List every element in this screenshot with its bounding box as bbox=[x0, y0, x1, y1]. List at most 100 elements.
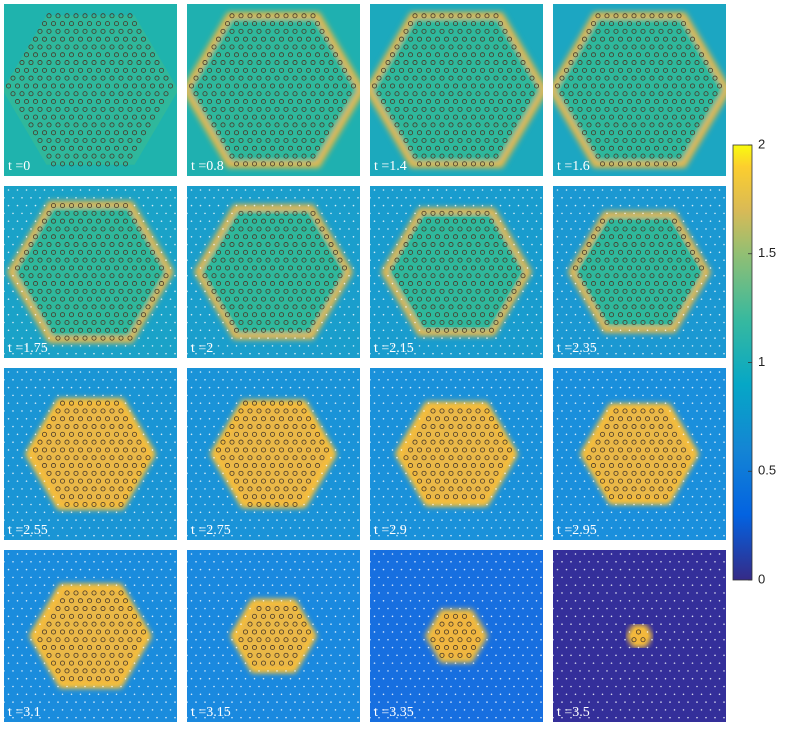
lattice-site-outer bbox=[152, 449, 154, 451]
lattice-site-outer bbox=[308, 189, 310, 191]
lattice-site-outer bbox=[419, 418, 421, 420]
lattice-site-outer bbox=[593, 205, 595, 207]
lattice-site-outer bbox=[129, 197, 131, 199]
lattice-site-outer bbox=[396, 228, 398, 230]
lattice-site-outer bbox=[723, 535, 725, 537]
lattice-site-outer bbox=[378, 337, 380, 339]
lattice-site-outer bbox=[204, 259, 206, 261]
lattice-site-outer bbox=[3, 275, 5, 277]
lattice-site-outer bbox=[348, 473, 350, 475]
lattice-site-outer bbox=[392, 252, 394, 254]
lattice-site-outer bbox=[513, 535, 515, 537]
lattice-site-outer bbox=[518, 480, 520, 482]
lattice-site-outer bbox=[12, 228, 14, 230]
lattice-site-outer bbox=[633, 379, 635, 381]
lattice-site-outer bbox=[134, 402, 136, 404]
lattice-site-outer bbox=[468, 197, 470, 199]
lattice-site-outer bbox=[369, 535, 371, 537]
lattice-site-outer bbox=[383, 314, 385, 316]
lattice-site-outer bbox=[48, 395, 50, 397]
lattice-site-outer bbox=[536, 496, 538, 498]
lattice-site-outer bbox=[240, 337, 242, 339]
lattice-site-outer bbox=[536, 267, 538, 269]
lattice-site-outer bbox=[723, 519, 725, 521]
lattice-site-outer bbox=[102, 379, 104, 381]
lattice-site-outer bbox=[120, 561, 122, 563]
lattice-site-outer bbox=[714, 488, 716, 490]
lattice-site-outer bbox=[165, 519, 167, 521]
panel-content bbox=[3, 4, 179, 176]
lattice-site-outer bbox=[66, 353, 68, 355]
lattice-site-outer bbox=[321, 395, 323, 397]
lattice-site-outer bbox=[378, 410, 380, 412]
lattice-site-outer bbox=[369, 259, 371, 261]
lattice-site-outer bbox=[53, 600, 55, 602]
lattice-site-outer bbox=[12, 441, 14, 443]
lattice-site-outer bbox=[575, 465, 577, 467]
lattice-site-outer bbox=[8, 480, 10, 482]
lattice-site-outer bbox=[692, 298, 694, 300]
lattice-site-outer bbox=[660, 213, 662, 215]
lattice-site-outer bbox=[317, 371, 319, 373]
lattice-site-outer bbox=[557, 252, 559, 254]
lattice-site-outer bbox=[120, 395, 122, 397]
lattice-site-outer bbox=[696, 519, 698, 521]
lattice-site-outer bbox=[518, 345, 520, 347]
lattice-site-outer bbox=[236, 511, 238, 513]
time-label: t =2.15 bbox=[374, 341, 414, 356]
lattice-site-outer bbox=[374, 434, 376, 436]
lattice-site-outer bbox=[552, 213, 554, 215]
lattice-site-outer bbox=[353, 496, 355, 498]
lattice-site-outer bbox=[17, 402, 19, 404]
panel: t =2.75 bbox=[186, 368, 360, 540]
lattice-site-outer bbox=[522, 457, 524, 459]
lattice-site-outer bbox=[48, 535, 50, 537]
lattice-site-outer bbox=[383, 220, 385, 222]
lattice-site-outer bbox=[204, 379, 206, 381]
lattice-site-outer bbox=[714, 473, 716, 475]
lattice-site-outer bbox=[575, 220, 577, 222]
lattice-site-outer bbox=[570, 306, 572, 308]
lattice-site-outer bbox=[308, 496, 310, 498]
lattice-site-outer bbox=[527, 298, 529, 300]
lattice-site-outer bbox=[21, 488, 23, 490]
lattice-site-outer bbox=[339, 457, 341, 459]
lattice-site-outer bbox=[156, 504, 158, 506]
lattice-site-outer bbox=[186, 441, 188, 443]
lattice-site-outer bbox=[3, 426, 5, 428]
lattice-site-outer bbox=[606, 535, 608, 537]
lattice-site-outer bbox=[633, 395, 635, 397]
lattice-site-outer bbox=[272, 527, 274, 529]
lattice-site-outer bbox=[714, 519, 716, 521]
lattice-site-outer bbox=[134, 527, 136, 529]
lattice-site-outer bbox=[588, 410, 590, 412]
lattice-site-outer bbox=[719, 527, 721, 529]
lattice-site-outer bbox=[552, 306, 554, 308]
lattice-site-outer bbox=[71, 553, 73, 555]
lattice-site-outer bbox=[290, 527, 292, 529]
lattice-site-outer bbox=[647, 189, 649, 191]
lattice-site-outer bbox=[17, 569, 19, 571]
lattice-site-outer bbox=[701, 236, 703, 238]
lattice-site-outer bbox=[584, 496, 586, 498]
lattice-site-outer bbox=[495, 535, 497, 537]
lattice-site-outer bbox=[26, 434, 28, 436]
lattice-site-outer bbox=[723, 291, 725, 293]
lattice-site-outer bbox=[540, 441, 542, 443]
lattice-site-outer bbox=[344, 371, 346, 373]
lattice-site-outer bbox=[495, 353, 497, 355]
lattice-site-outer bbox=[200, 418, 202, 420]
lattice-site-outer bbox=[669, 535, 671, 537]
lattice-site-outer bbox=[575, 371, 577, 373]
lattice-site-outer bbox=[80, 387, 82, 389]
lattice-site-outer bbox=[348, 457, 350, 459]
lattice-site-outer bbox=[191, 465, 193, 467]
lattice-site-outer bbox=[174, 504, 176, 506]
lattice-site-outer bbox=[330, 535, 332, 537]
lattice-site-outer bbox=[660, 353, 662, 355]
lattice-site-outer bbox=[602, 189, 604, 191]
lattice-site-outer bbox=[383, 252, 385, 254]
lattice-site-outer bbox=[665, 205, 667, 207]
lattice-site-outer bbox=[719, 480, 721, 482]
lattice-site-outer bbox=[353, 220, 355, 222]
